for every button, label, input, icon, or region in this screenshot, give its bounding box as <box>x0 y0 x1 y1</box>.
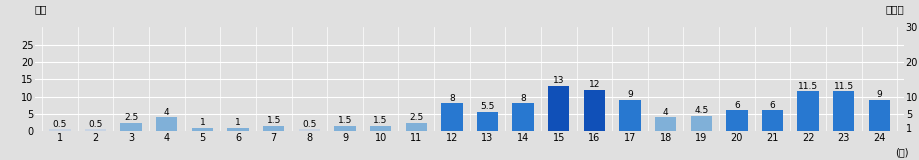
Bar <box>833 91 854 131</box>
Text: 0.5: 0.5 <box>52 120 67 129</box>
Bar <box>583 90 605 131</box>
Text: 6: 6 <box>769 101 775 110</box>
Bar <box>85 129 106 131</box>
Bar <box>868 100 890 131</box>
Bar <box>299 129 320 131</box>
Bar <box>405 123 426 131</box>
Text: 6: 6 <box>733 101 739 110</box>
Bar <box>618 100 640 131</box>
Text: 1: 1 <box>199 118 205 127</box>
Bar <box>725 110 747 131</box>
Text: 0.5: 0.5 <box>88 120 103 129</box>
Bar <box>120 123 142 131</box>
Text: 8: 8 <box>519 94 526 103</box>
Bar <box>49 129 71 131</box>
Text: 1.5: 1.5 <box>373 116 387 125</box>
Bar <box>334 126 356 131</box>
Text: 8: 8 <box>448 94 454 103</box>
Text: 0.5: 0.5 <box>301 120 316 129</box>
Bar <box>191 128 213 131</box>
Bar <box>156 117 177 131</box>
Bar <box>263 126 284 131</box>
Text: 9: 9 <box>627 90 632 99</box>
Bar <box>797 91 818 131</box>
Text: 1: 1 <box>235 118 241 127</box>
Text: (時): (時) <box>894 147 908 157</box>
Text: 4: 4 <box>662 108 668 117</box>
Text: 5.5: 5.5 <box>480 102 494 111</box>
Text: 11.5: 11.5 <box>833 82 853 91</box>
Text: 2.5: 2.5 <box>124 113 138 122</box>
Bar <box>512 104 533 131</box>
Bar <box>548 86 569 131</box>
Text: 11.5: 11.5 <box>797 82 817 91</box>
Text: 1.5: 1.5 <box>267 116 280 125</box>
Bar <box>441 104 462 131</box>
Text: 9: 9 <box>876 90 881 99</box>
Bar <box>761 110 782 131</box>
Bar <box>227 128 248 131</box>
Text: 1.5: 1.5 <box>337 116 352 125</box>
Text: 13: 13 <box>552 76 564 85</box>
Bar <box>690 116 711 131</box>
Bar <box>369 126 391 131</box>
Text: 2.5: 2.5 <box>409 113 423 122</box>
Text: 4.5: 4.5 <box>693 106 708 115</box>
Bar <box>654 117 675 131</box>
Text: 4: 4 <box>164 108 169 117</box>
Text: 12: 12 <box>588 80 599 89</box>
Text: 気温: 気温 <box>35 4 48 14</box>
Bar <box>476 112 497 131</box>
Text: 降水鈇: 降水鈇 <box>885 4 903 14</box>
